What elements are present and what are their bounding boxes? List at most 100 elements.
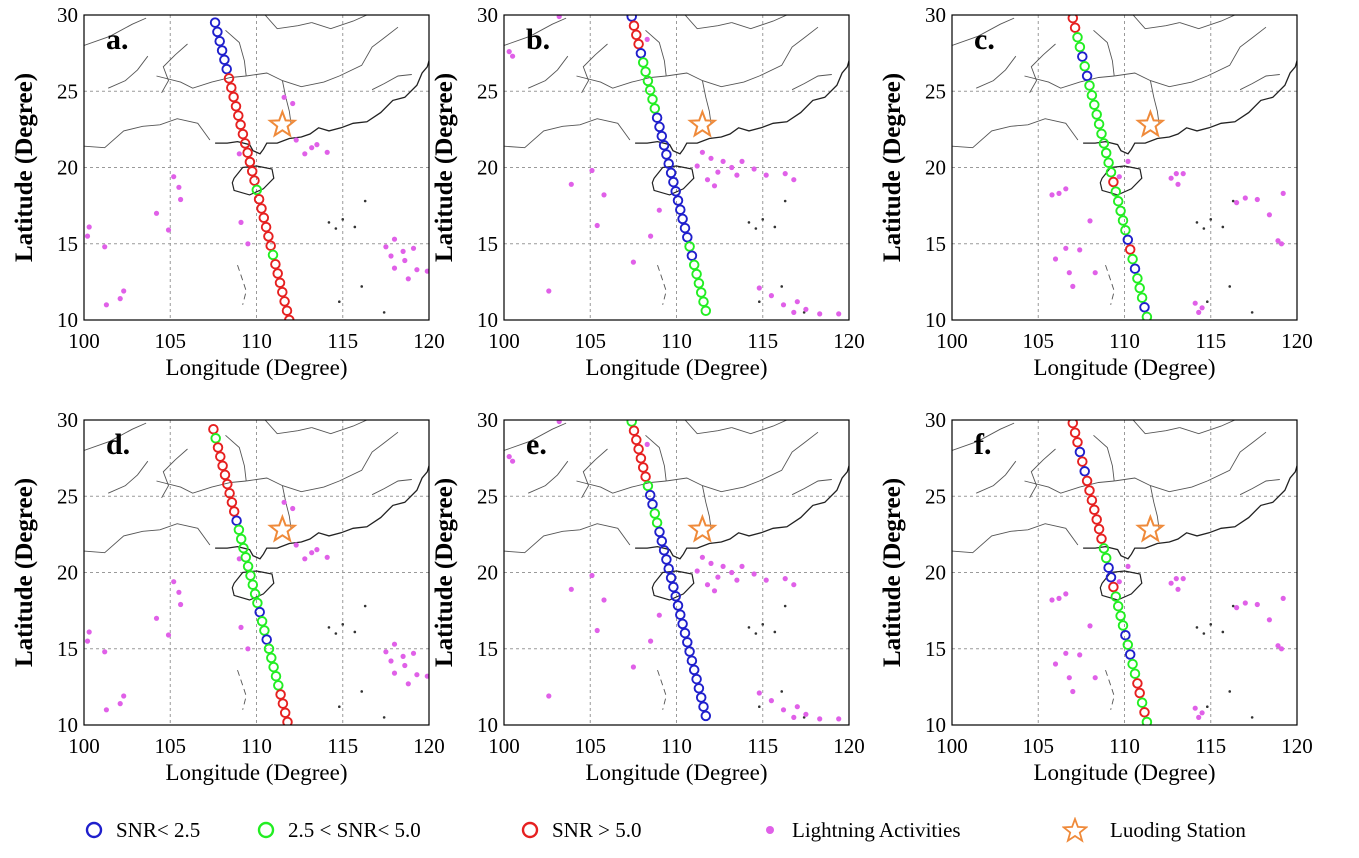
province-border bbox=[952, 17, 1015, 46]
x-tick-label: 100 bbox=[68, 329, 100, 353]
legend-item-snr-low: SNR< 2.5 bbox=[84, 808, 200, 852]
track-point bbox=[631, 434, 642, 446]
track-point bbox=[284, 314, 295, 320]
track-point bbox=[1079, 466, 1090, 477]
track-point bbox=[1077, 456, 1088, 467]
island bbox=[747, 221, 751, 224]
hainan-island bbox=[1099, 570, 1143, 601]
lightning-points bbox=[1049, 158, 1286, 315]
track-point bbox=[1134, 282, 1145, 294]
plot-frame bbox=[503, 14, 850, 321]
track-point bbox=[684, 241, 695, 252]
lightning-point bbox=[1199, 710, 1205, 716]
island bbox=[754, 227, 758, 230]
province-border bbox=[645, 29, 667, 77]
coastline bbox=[1083, 465, 1297, 560]
lightning-point bbox=[1168, 175, 1174, 181]
island bbox=[382, 311, 386, 314]
lightning-point bbox=[410, 245, 417, 251]
lightning-point bbox=[1063, 245, 1069, 251]
province-border bbox=[952, 523, 1079, 554]
track-point bbox=[249, 175, 260, 186]
y-tick-label: 15 bbox=[477, 232, 498, 256]
track-point bbox=[637, 57, 649, 68]
lightning-point bbox=[117, 296, 123, 302]
snr-track bbox=[1067, 420, 1153, 725]
island bbox=[338, 705, 341, 708]
lightning-point bbox=[402, 257, 408, 264]
lightning-point bbox=[1070, 283, 1076, 289]
island bbox=[1209, 623, 1213, 626]
lightning-point bbox=[1266, 617, 1272, 623]
track-point bbox=[640, 66, 651, 77]
panel-a: a. 100 105 110 115 120 10 15 20 25 30 Longitude (De… bbox=[11, 3, 445, 380]
track-point bbox=[274, 277, 286, 289]
province-border bbox=[666, 477, 760, 493]
province-border bbox=[731, 15, 788, 30]
lightning-point bbox=[803, 306, 809, 312]
province-border bbox=[1207, 26, 1267, 77]
track-point bbox=[1081, 475, 1093, 487]
lightning-point bbox=[391, 236, 398, 242]
lightning-point bbox=[509, 458, 516, 464]
track-point bbox=[1132, 678, 1143, 689]
y-tick-label: 10 bbox=[57, 713, 78, 737]
track-point bbox=[1098, 138, 1110, 149]
track-point bbox=[265, 240, 276, 251]
y-tick-label: 20 bbox=[57, 561, 78, 585]
track-point bbox=[651, 112, 663, 123]
y-tick-label: 10 bbox=[477, 713, 498, 737]
panel-label: e. bbox=[526, 428, 547, 461]
province-border bbox=[264, 420, 312, 435]
lightning-point bbox=[391, 265, 398, 271]
lightning-point bbox=[1192, 300, 1198, 306]
province-border bbox=[1029, 448, 1056, 499]
y-tick-label: 30 bbox=[925, 408, 946, 432]
track-point bbox=[654, 121, 665, 133]
lightning-point bbox=[1063, 650, 1069, 656]
track-point bbox=[1069, 22, 1081, 33]
lightning-point bbox=[1087, 218, 1093, 224]
track-point bbox=[1091, 514, 1102, 525]
province-border bbox=[645, 434, 667, 482]
panel-label: c. bbox=[974, 23, 995, 56]
track-point bbox=[228, 91, 239, 103]
lightning-point bbox=[1070, 688, 1076, 695]
lightning-point bbox=[763, 172, 769, 178]
island bbox=[802, 311, 806, 314]
province-border bbox=[952, 118, 1079, 149]
island bbox=[1195, 221, 1199, 224]
lightning-point bbox=[1175, 181, 1181, 187]
track-point bbox=[244, 156, 256, 168]
track-point bbox=[1120, 224, 1131, 236]
y-tick-label: 20 bbox=[477, 561, 498, 585]
track-point bbox=[1127, 658, 1138, 670]
island bbox=[322, 725, 325, 728]
coastline bbox=[215, 465, 429, 560]
track-point bbox=[1120, 629, 1131, 641]
track-point bbox=[1086, 494, 1098, 506]
track-point bbox=[644, 489, 656, 501]
province-border bbox=[504, 422, 567, 451]
track-point bbox=[693, 278, 705, 289]
lightning-point bbox=[103, 707, 109, 713]
province-border bbox=[371, 479, 412, 496]
lightning-point bbox=[1066, 675, 1072, 681]
lightning-point bbox=[1168, 580, 1174, 586]
lightning-point bbox=[405, 276, 411, 282]
luoding-station-star bbox=[687, 108, 718, 138]
x-tick-label: 110 bbox=[1109, 734, 1140, 758]
track-point bbox=[1074, 41, 1086, 53]
lightning-point bbox=[803, 711, 809, 717]
track-point bbox=[1108, 176, 1119, 188]
island bbox=[773, 630, 777, 634]
track-point bbox=[246, 166, 258, 177]
panel-b: b. 100 105 110 115 120 10 15 20 25 30 Longitude (De… bbox=[431, 3, 865, 380]
track-point bbox=[251, 184, 263, 196]
lightning-point bbox=[402, 662, 408, 669]
province-border bbox=[791, 74, 832, 91]
figure-canvas: a. 100 105 110 115 120 10 15 20 25 30 Longitude (De… bbox=[11, 3, 1313, 785]
lightning-point bbox=[1049, 192, 1055, 198]
track-point bbox=[1100, 552, 1112, 564]
island bbox=[1206, 705, 1209, 708]
